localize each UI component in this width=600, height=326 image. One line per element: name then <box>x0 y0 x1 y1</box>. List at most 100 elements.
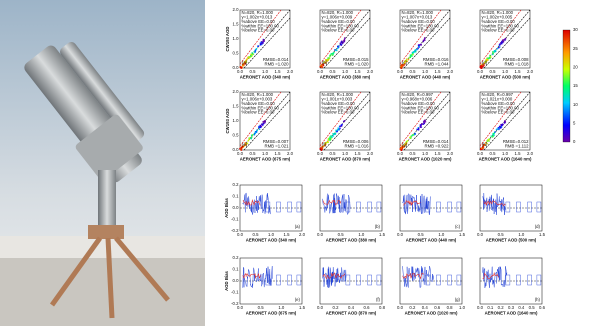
density-cell <box>420 126 423 128</box>
density-cell <box>491 136 494 138</box>
density-cell <box>336 130 338 133</box>
panel-label: (d) <box>535 224 541 229</box>
density-cell <box>423 120 425 122</box>
x-tick-label: 1.0 <box>358 232 365 237</box>
density-cell <box>400 147 402 149</box>
x-axis-title: AERONET AOD (870 nm) <box>320 157 371 162</box>
density-cell <box>418 44 420 46</box>
density-cell <box>405 59 408 62</box>
density-cell <box>331 53 333 55</box>
panel-label: (d) <box>482 60 488 65</box>
density-cell <box>239 147 242 149</box>
density-cell <box>482 145 485 147</box>
density-cell <box>399 148 402 150</box>
bias-trace <box>402 266 434 289</box>
density-cell <box>323 61 325 63</box>
bias-box <box>296 201 302 213</box>
photo-instrument <box>24 41 145 183</box>
density-cell <box>259 44 262 46</box>
density-cell <box>248 137 251 139</box>
x-axis-title: AERONET AOD (675 nm) <box>246 311 297 316</box>
density-cell <box>403 144 405 146</box>
density-cell <box>415 51 417 53</box>
bias-trace <box>322 266 347 288</box>
density-cell <box>251 134 254 136</box>
density-cell <box>499 44 501 46</box>
panel-label: (a) <box>242 60 248 65</box>
x-axis-title: AERONET AOD (380 nm) <box>320 75 371 80</box>
density-cell <box>331 136 333 138</box>
density-cell <box>254 132 257 134</box>
density-cell <box>483 63 486 65</box>
density-cell <box>479 65 482 67</box>
density-cell <box>403 62 406 65</box>
density-cell <box>324 61 326 63</box>
panel-stat: N=820, R=1.000 <box>322 92 354 97</box>
density-cell <box>253 134 256 136</box>
density-cell <box>486 140 489 142</box>
y-tick-label: 1.5 <box>233 104 240 109</box>
x-tick-label: 1.0 <box>438 232 445 237</box>
density-cell <box>341 43 343 45</box>
bias-box <box>505 201 511 213</box>
x-tick-label: 1.0 <box>459 305 466 310</box>
x-tick-label: 1.0 <box>518 232 525 237</box>
y-tick-label: 0.0 <box>233 278 240 283</box>
density-cell <box>407 58 410 61</box>
density-cell <box>343 40 346 43</box>
x-axis-title: AERONET AOD (1640 nm) <box>485 311 538 316</box>
density-cell <box>255 130 258 133</box>
panel-stat: %within EE=100.00 <box>482 105 520 110</box>
density-cell <box>498 125 501 128</box>
bias-box <box>516 274 521 286</box>
ee-upper-line <box>239 9 282 65</box>
density-cell <box>422 123 424 125</box>
density-cell <box>337 127 339 129</box>
x-tick-label: 0.1 <box>487 305 494 310</box>
density-cell <box>488 56 491 59</box>
density-cell <box>338 46 340 48</box>
density-cell <box>334 49 336 51</box>
density-cell <box>338 45 340 47</box>
x-tick-label: 0.0 <box>397 151 404 156</box>
bias-box <box>536 201 542 213</box>
bias-box <box>356 201 361 213</box>
density-cell <box>339 42 342 45</box>
density-cell <box>491 53 494 56</box>
bias-box <box>527 201 532 213</box>
x-axis-title: AERONET AOD (340 nm) <box>240 75 291 80</box>
density-cell <box>247 56 249 59</box>
density-cell <box>493 134 495 136</box>
density-cell <box>404 60 407 63</box>
x-tick-label: 1.5 <box>299 305 306 310</box>
density-cell <box>500 126 502 129</box>
density-cell <box>337 45 339 48</box>
bias-box <box>436 274 441 286</box>
y-axis-title: CW193 AOD <box>225 109 230 134</box>
x-tick-label: 0.0 <box>317 232 324 237</box>
density-cell <box>419 124 422 126</box>
density-cell <box>480 67 483 69</box>
density-cell <box>239 66 242 68</box>
x-tick-label: 0.0 <box>477 151 484 156</box>
colorbar <box>562 29 571 143</box>
density-cell <box>321 63 323 66</box>
density-cell <box>488 140 490 142</box>
x-tick-label: 0.6 <box>364 305 371 310</box>
x-axis-title: AERONET AOD (440 nm) <box>400 75 451 80</box>
density-cell <box>412 133 414 136</box>
x-tick-label: 0.5 <box>498 232 505 237</box>
density-cell <box>406 60 408 63</box>
mean-trace <box>403 200 421 206</box>
density-cell <box>258 128 261 130</box>
x-axis-title: AERONET AOD (500 nm) <box>486 238 537 243</box>
ee-upper-line <box>319 9 362 65</box>
ee-lower-line <box>323 17 371 69</box>
density-cell <box>417 129 420 131</box>
density-cell <box>403 61 406 64</box>
panel-stat: y=1.006x+0.003 <box>242 97 273 102</box>
density-cell <box>335 131 338 133</box>
density-cell <box>342 41 344 44</box>
x-tick-label: 0.2 <box>409 305 416 310</box>
